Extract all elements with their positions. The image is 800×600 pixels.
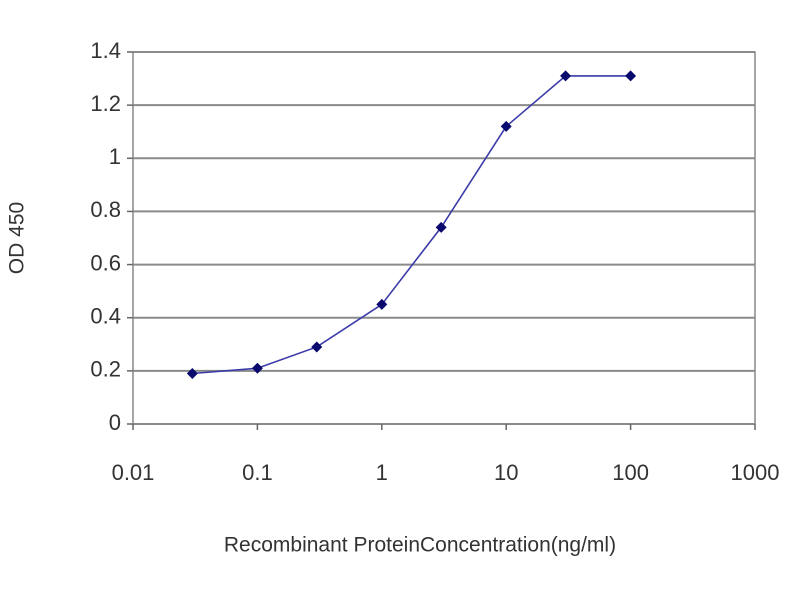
x-axis-title: Recombinant ProteinConcentration(ng/ml): [224, 534, 616, 557]
y-tick-label: 0.6: [90, 250, 121, 275]
x-tick-label: 0.1: [242, 460, 273, 485]
data-marker: [500, 120, 512, 132]
data-marker: [435, 221, 447, 233]
data-marker: [560, 70, 572, 82]
plot-area: [132, 51, 756, 425]
y-tick-label: 1.2: [90, 91, 121, 116]
data-line: [192, 75, 631, 375]
x-tick-label: 0.01: [112, 460, 155, 485]
y-tick-label: 1.4: [90, 38, 121, 63]
x-tick-label: 1000: [731, 460, 780, 485]
y-tick-label: 0.8: [90, 197, 121, 222]
y-tick-label: 0.2: [90, 357, 121, 382]
x-tick-label: 1: [376, 460, 388, 485]
data-marker: [251, 362, 263, 374]
y-tick-label: 0.4: [90, 304, 121, 329]
x-tick-label: 10: [494, 460, 518, 485]
x-tick-label: 100: [612, 460, 649, 485]
data-marker: [186, 368, 198, 380]
data-marker: [311, 341, 323, 353]
y-tick-label: 1: [109, 144, 121, 169]
y-axis-title: OD 450: [6, 202, 29, 274]
data-marker: [625, 70, 637, 82]
y-tick-label: 0: [109, 410, 121, 435]
data-marker: [376, 298, 388, 310]
